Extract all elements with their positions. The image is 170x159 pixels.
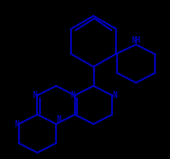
Text: N: N	[14, 120, 19, 128]
Text: NH: NH	[131, 35, 141, 45]
Text: N: N	[70, 91, 75, 100]
Text: N: N	[56, 115, 61, 124]
Text: N: N	[33, 91, 37, 100]
Text: N: N	[112, 91, 117, 100]
